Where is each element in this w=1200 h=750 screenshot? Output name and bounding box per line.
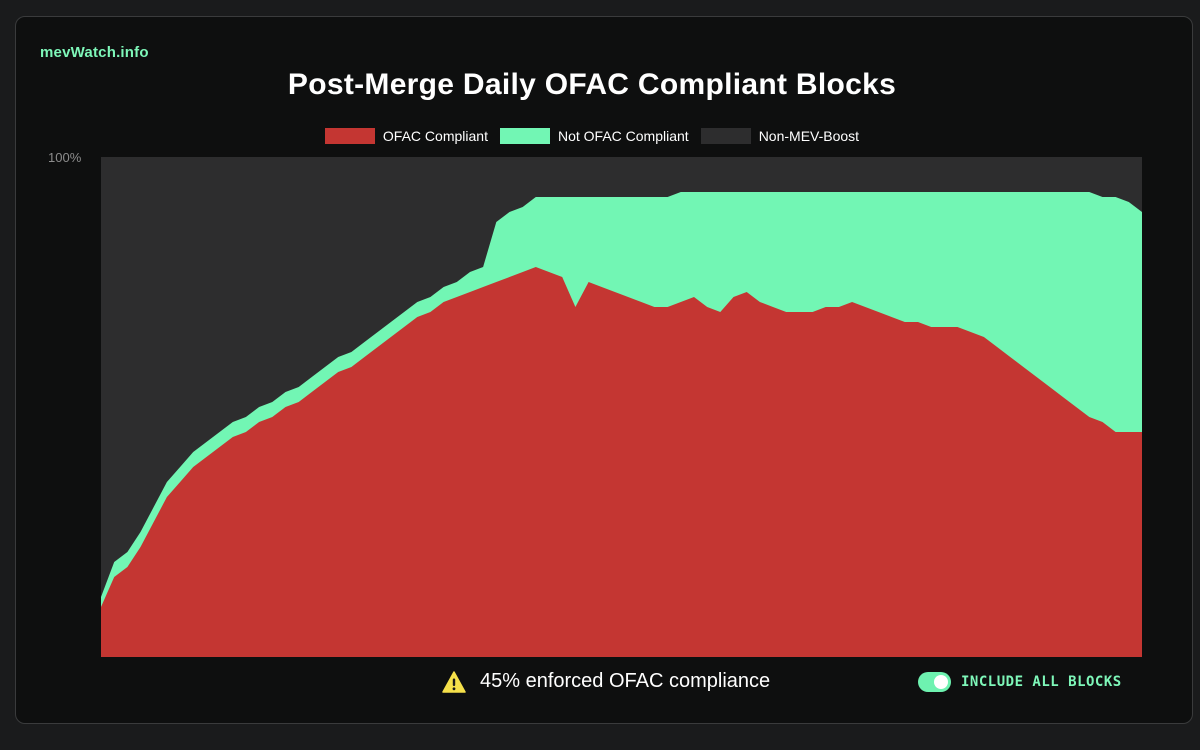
toggle-knob bbox=[934, 675, 948, 689]
y-tick-label-max: 100% bbox=[48, 150, 82, 165]
toggle-label: INCLUDE ALL BLOCKS bbox=[961, 674, 1122, 690]
compliance-note-text: 45% enforced OFAC compliance bbox=[480, 670, 771, 692]
ofac-compliant-area bbox=[101, 267, 1142, 657]
chart-title: Post-Merge Daily OFAC Compliant Blocks bbox=[287, 68, 897, 101]
legend-item-not-ofac-compliant[interactable]: Not OFAC Compliant bbox=[499, 128, 689, 144]
toggle-switch[interactable] bbox=[918, 672, 951, 692]
warning-triangle-icon bbox=[442, 670, 466, 693]
compliance-note: 45% enforced OFAC compliance bbox=[442, 670, 770, 693]
legend-label: Not OFAC Compliant bbox=[557, 128, 689, 144]
legend-item-ofac-compliant[interactable]: OFAC Compliant bbox=[324, 128, 488, 144]
legend-label: OFAC Compliant bbox=[382, 128, 488, 144]
legend-swatch bbox=[499, 128, 550, 144]
include-all-blocks-toggle[interactable]: INCLUDE ALL BLOCKS bbox=[918, 672, 1122, 692]
chart-legend: OFAC Compliant Not OFAC Compliant Non-ME… bbox=[0, 128, 1192, 144]
legend-swatch bbox=[324, 128, 375, 144]
legend-label: Non-MEV-Boost bbox=[758, 128, 860, 144]
legend-swatch bbox=[700, 128, 751, 144]
brand-logo-text[interactable]: mevWatch.info bbox=[40, 44, 149, 61]
legend-item-non-mev-boost[interactable]: Non-MEV-Boost bbox=[700, 128, 860, 144]
